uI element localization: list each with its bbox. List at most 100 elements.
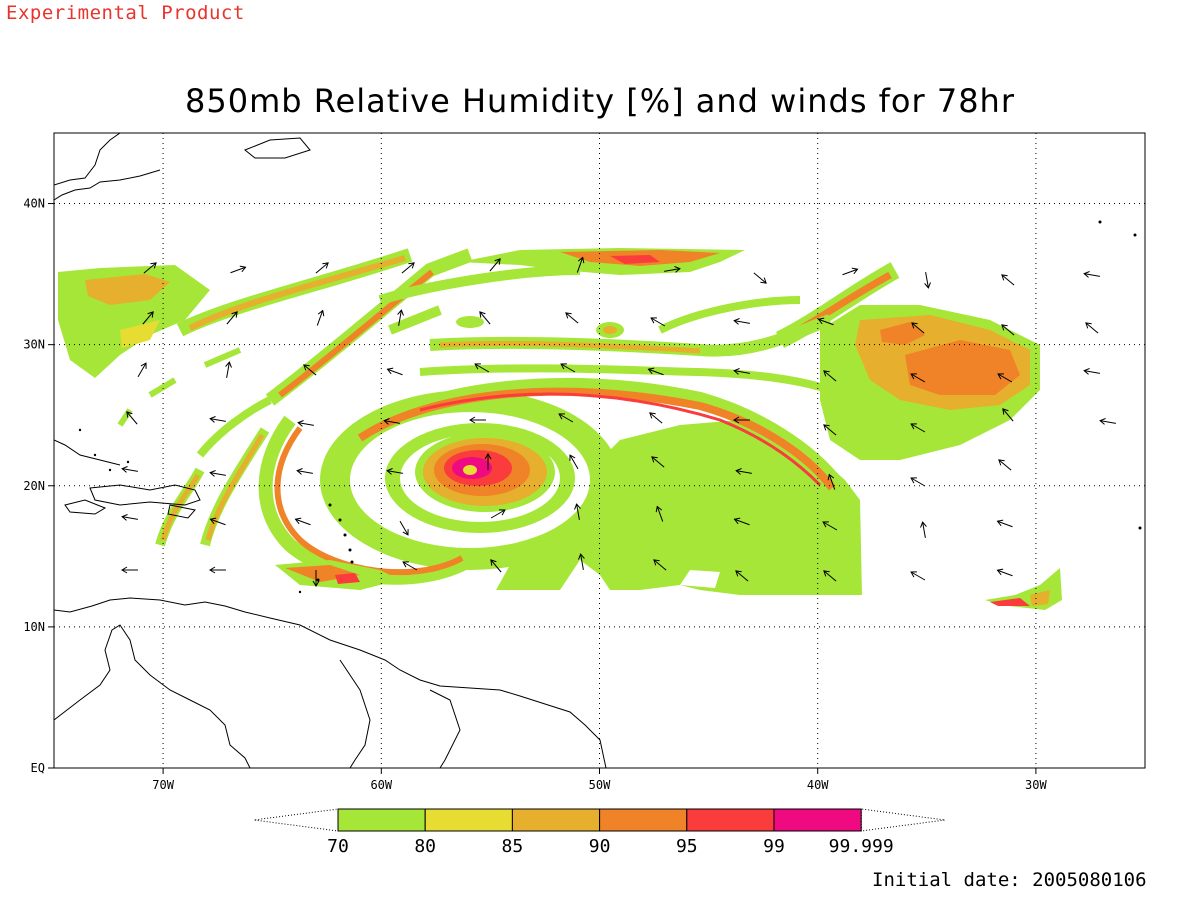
wind-vectors: [121, 256, 1116, 587]
colorbar-label: 99: [763, 836, 785, 857]
wind-arrow: [655, 505, 664, 522]
wind-arrow: [303, 364, 317, 376]
colorbar-swatch: [511, 808, 601, 832]
colorbar: 70 80 85 90 95 99 99.999: [253, 808, 946, 857]
wind-arrow: [484, 453, 492, 470]
wind-arrow: [386, 367, 403, 376]
wind-arrow: [383, 418, 400, 425]
wind-arrow: [649, 412, 663, 424]
wind-arrow: [653, 559, 667, 571]
wind-arrow: [733, 368, 750, 375]
wind-arrow: [315, 262, 329, 274]
lat-tick-label: 10N: [23, 620, 45, 634]
colorbar-label: 90: [589, 836, 611, 857]
wind-arrow: [137, 362, 147, 378]
wind-arrow: [209, 416, 226, 423]
lat-tick-label: EQ: [31, 761, 45, 775]
wind-arrow: [1083, 271, 1100, 278]
wind-arrow: [121, 514, 138, 521]
wind-arrow: [209, 470, 226, 477]
wind-arrow: [560, 363, 576, 373]
wind-arrow: [664, 266, 681, 273]
wind-arrow: [817, 317, 834, 326]
wind-arrow: [230, 265, 247, 274]
wind-arrow: [1001, 324, 1015, 336]
wind-arrow: [121, 566, 138, 574]
wind-arrow: [910, 477, 926, 487]
colorbar-label: 99.999: [829, 836, 894, 857]
wind-arrow: [574, 503, 581, 520]
wind-arrow: [753, 272, 767, 284]
wind-arrow: [479, 311, 491, 325]
lon-tick-label: 40W: [807, 778, 829, 792]
wind-arrow: [733, 416, 750, 424]
colorbar-left-extension: [253, 808, 339, 832]
wind-arrow: [823, 424, 837, 436]
wind-arrow: [474, 363, 490, 373]
wind-arrow: [996, 519, 1013, 528]
wind-arrow: [401, 262, 415, 274]
wind-arrow: [490, 509, 506, 519]
wind-arrow: [650, 317, 666, 327]
wind-arrow: [823, 570, 837, 582]
wind-arrow: [822, 521, 838, 531]
wind-arrow: [121, 466, 138, 473]
initial-date: Initial date: 2005080106: [872, 869, 1147, 891]
wind-arrow: [1001, 274, 1015, 286]
wind-arrow: [226, 311, 238, 325]
wind-arrow: [735, 468, 752, 475]
wind-arrow: [733, 517, 750, 526]
wind-arrow: [733, 318, 750, 325]
colorbar-swatch: [599, 808, 688, 832]
wind-arrow: [143, 262, 157, 274]
humidity-field: [54, 133, 1145, 768]
wind-arrow: [565, 312, 579, 324]
wind-arrow: [312, 570, 320, 587]
land-outlines: [54, 133, 607, 768]
wind-arrow: [490, 559, 502, 573]
wind-arrow: [924, 272, 931, 289]
wind-arrow: [142, 311, 154, 325]
wind-arrow: [397, 309, 404, 326]
wind-arrow: [735, 570, 749, 582]
colorbar-swatch: [773, 808, 862, 832]
colorbar-right-extension: [860, 808, 946, 832]
lon-tick-label: 60W: [370, 778, 392, 792]
wind-arrow: [402, 561, 418, 571]
colorbar-label: 80: [414, 836, 436, 857]
wind-arrow: [651, 456, 665, 468]
wind-arrow: [842, 267, 859, 276]
wind-arrow: [997, 373, 1013, 383]
rh-region-70: [496, 420, 862, 595]
spiral-band-south: [258, 415, 474, 585]
wind-arrow: [1002, 408, 1014, 422]
wind-arrow: [469, 416, 486, 424]
wind-arrow: [910, 423, 926, 433]
wind-arrow: [558, 413, 574, 423]
colorbar-swatch: [424, 808, 513, 832]
wind-arrow: [316, 309, 325, 326]
wind-arrow: [399, 520, 409, 536]
map-title: 850mb Relative Humidity [%] and winds fo…: [185, 82, 1015, 120]
wind-arrow: [297, 420, 314, 427]
wind-arrow: [1083, 368, 1100, 375]
wind-arrow: [920, 521, 927, 538]
wind-arrow: [489, 258, 501, 272]
hispaniola-outline: [89, 484, 201, 506]
colorbar-label: 70: [327, 836, 349, 857]
north-america-outline: [54, 133, 121, 186]
wind-arrow: [569, 454, 579, 470]
lat-tick-label: 30N: [23, 338, 45, 352]
wind-arrow: [911, 322, 925, 334]
wind-arrow: [823, 370, 837, 382]
wind-arrow: [827, 473, 836, 490]
wind-arrow: [294, 517, 311, 526]
wind-arrow: [998, 459, 1012, 471]
lon-tick-label: 50W: [589, 778, 611, 792]
wind-arrow: [1099, 418, 1116, 425]
colorbar-label: 95: [676, 836, 698, 857]
colorbar-swatch: [337, 808, 426, 832]
lon-tick-label: 30W: [1025, 778, 1047, 792]
wind-arrow: [1085, 322, 1099, 334]
